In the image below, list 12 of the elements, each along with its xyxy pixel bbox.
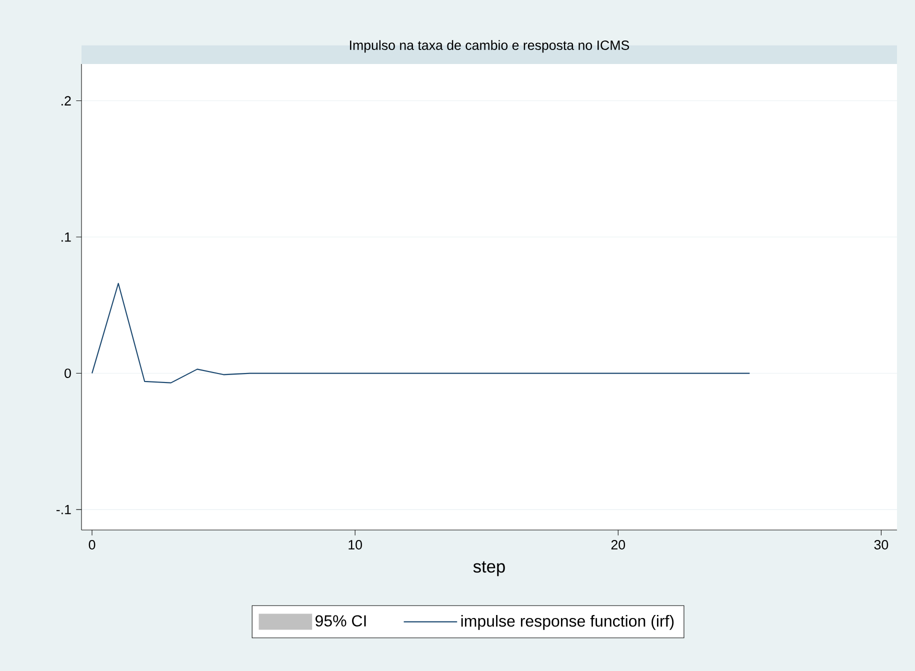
chart-title: Impulso na taxa de cambio e resposta no ICMS — [350, 40, 630, 53]
legend-label: impulse response function (irf) — [461, 615, 674, 630]
legend-label: 95% CI — [316, 615, 366, 627]
y-tick-label: .2 — [62, 96, 71, 106]
x-tick-label: 20 — [611, 540, 626, 550]
x-tick-label: 10 — [348, 540, 362, 550]
x-tick-label: 30 — [874, 540, 888, 550]
x-axis-title: step — [473, 561, 505, 576]
y-tick-label: .1 — [62, 232, 71, 242]
y-tick-label: -.1 — [56, 504, 71, 514]
x-tick-label: 0 — [88, 540, 96, 550]
y-tick-label: 0 — [64, 368, 71, 378]
